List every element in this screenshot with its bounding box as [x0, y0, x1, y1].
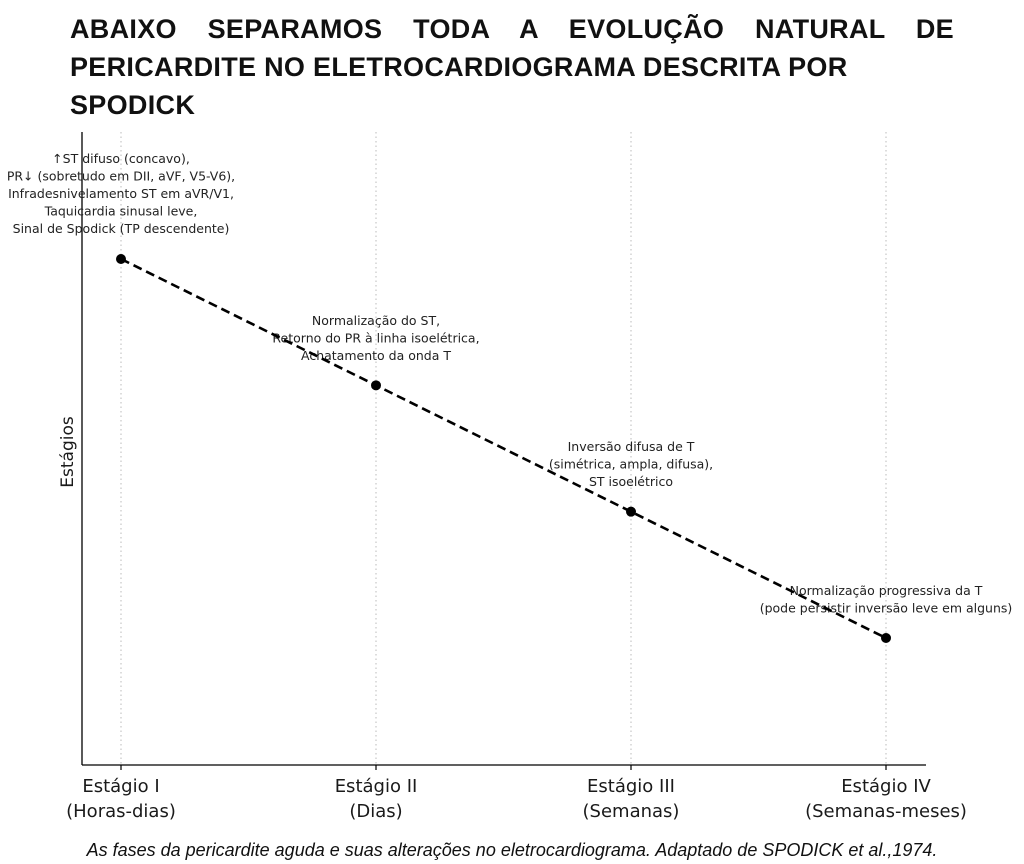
stage-annotation: Achatamento da onda T: [301, 348, 451, 363]
data-point: [626, 506, 636, 517]
stage-annotation: ↑ST difuso (concavo),: [52, 151, 190, 166]
x-tick-label: (Dias): [349, 801, 402, 822]
x-tick-label: Estágio II: [335, 776, 418, 797]
stage-annotation: Normalização progressiva da T: [790, 583, 983, 598]
series-line: [120, 257, 887, 640]
figure-caption: As fases da pericardite aguda e suas alt…: [86, 840, 938, 860]
x-tick-label: (Semanas-meses): [805, 801, 967, 822]
data-point: [116, 254, 126, 264]
x-tick-label: Estágio IV: [841, 776, 931, 797]
stage-annotation: Infradesnivelamento ST em aVR/V1,: [8, 186, 234, 201]
x-tick-label: (Semanas): [583, 801, 680, 822]
stage-annotation: (simétrica, ampla, difusa),: [549, 457, 713, 472]
x-tick-label: Estágio I: [82, 776, 159, 797]
y-axis-label: Estágios: [58, 416, 78, 488]
x-tick-label: Estágio III: [587, 776, 675, 797]
stage-annotation: (pode persistir inversão leve em alguns): [760, 601, 1013, 616]
stage-annotation: PR↓ (sobretudo em DII, aVF, V5-V6),: [7, 169, 235, 184]
stage-annotation: Taquicardia sinusal leve,: [44, 204, 198, 219]
page-heading: ABAIXO SEPARAMOS TODA A EVOLUÇÃO NATURAL…: [70, 10, 954, 124]
stage-annotation: Sinal de Spodick (TP descendente): [13, 221, 230, 236]
stage-annotation: Normalização do ST,: [312, 313, 440, 328]
data-point: [881, 633, 891, 643]
stage-annotation: ST isoelétrico: [589, 474, 673, 489]
stage-annotation: Retorno do PR à linha isoelétrica,: [272, 331, 479, 346]
x-tick-label: (Horas-dias): [66, 801, 176, 822]
stage-annotation: Inversão difusa de T: [568, 439, 695, 454]
heading-line-2: PERICARDITE NO ELETROCARDIOGRAMA DESCRIT…: [70, 52, 848, 120]
heading-line-1: ABAIXO SEPARAMOS TODA A EVOLUÇÃO NATURAL…: [70, 14, 954, 44]
data-point: [371, 380, 381, 391]
stage-evolution-chart: Estágio I (Horas-dias) Estágio II (Dias) Est…: [7, 132, 1013, 822]
